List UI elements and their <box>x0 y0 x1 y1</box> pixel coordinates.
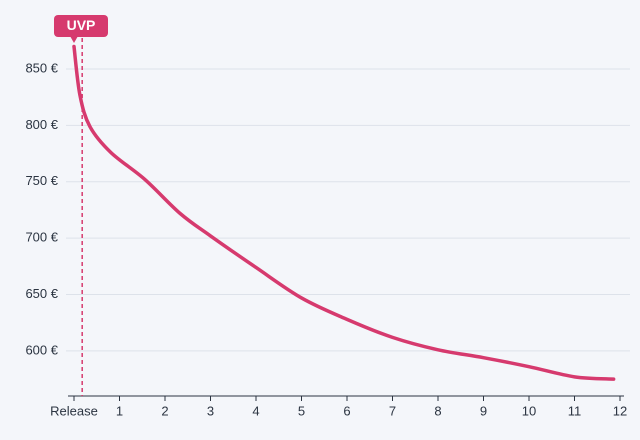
price-line <box>72 44 616 381</box>
x-tick-label: 3 <box>207 403 214 418</box>
uvp-label: UVP <box>67 17 96 33</box>
x-tick-label: 5 <box>298 403 305 418</box>
x-tick-label: 6 <box>343 403 350 418</box>
y-tick-label: 850 € <box>25 60 58 75</box>
x-tick-label: 10 <box>522 403 536 418</box>
x-tick-label: 4 <box>252 403 259 418</box>
x-tick-label: 7 <box>389 403 396 418</box>
x-tick-label: 12 <box>613 403 627 418</box>
uvp-badge <box>54 15 108 37</box>
x-tick-label: 11 <box>568 403 582 418</box>
y-tick-label: 800 € <box>25 117 58 132</box>
x-tick-label: 8 <box>434 403 441 418</box>
x-tick-label: 9 <box>480 403 487 418</box>
x-tick-label: 1 <box>116 403 123 418</box>
y-tick-label: 750 € <box>25 173 58 188</box>
y-tick-label: 650 € <box>25 286 58 301</box>
y-tick-label: 700 € <box>25 230 58 245</box>
y-tick-label: 600 € <box>25 342 58 357</box>
x-tick-label: 2 <box>161 403 168 418</box>
uvp-pointer <box>70 36 78 43</box>
x-tick-label: Release <box>50 403 98 418</box>
